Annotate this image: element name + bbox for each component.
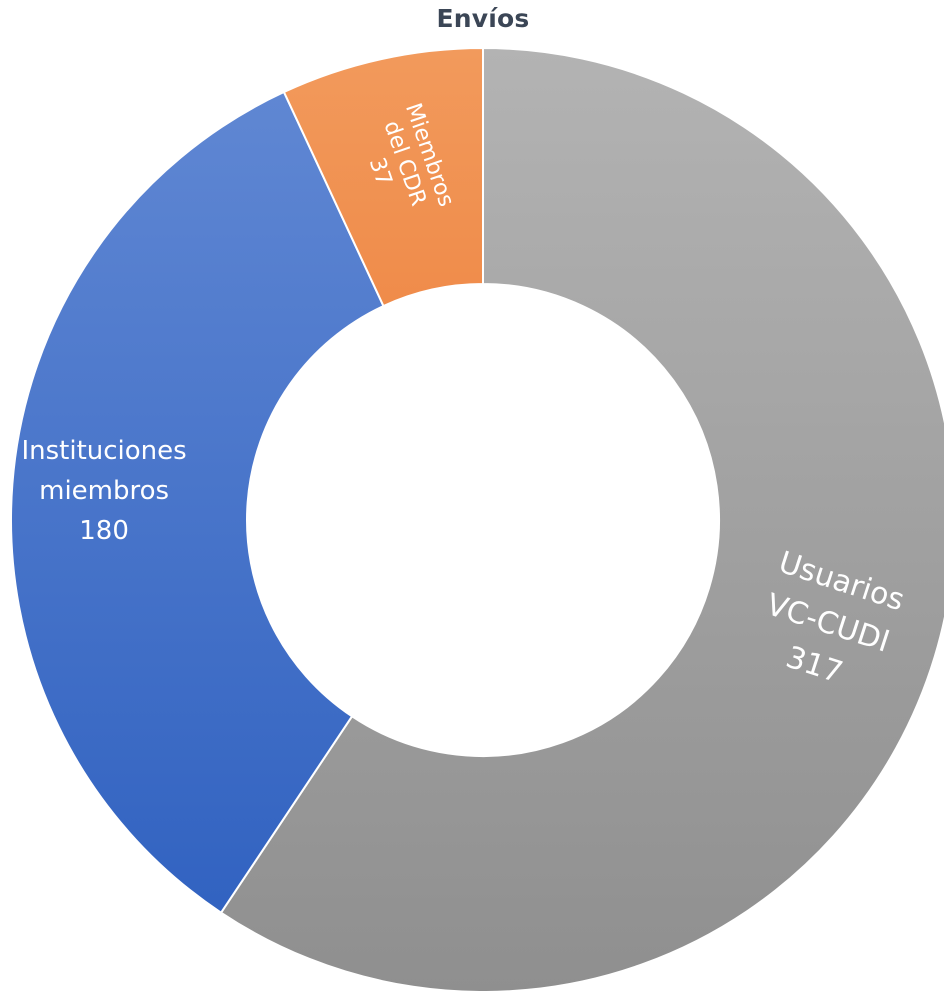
slice-usuarios-vc-cudi [219,46,944,991]
slice-name-label: miembros [39,476,169,506]
slice-label-instituciones-miembros: Instituciones miembros 180 [21,436,186,546]
slice-value-label: 180 [79,516,129,546]
chart-title: Envíos [436,4,530,33]
slices-layer [10,46,944,991]
slice-name-label: Instituciones [21,436,186,466]
slice-miembros-del-cdr [282,46,484,308]
slice-instituciones-miembros [10,90,385,915]
